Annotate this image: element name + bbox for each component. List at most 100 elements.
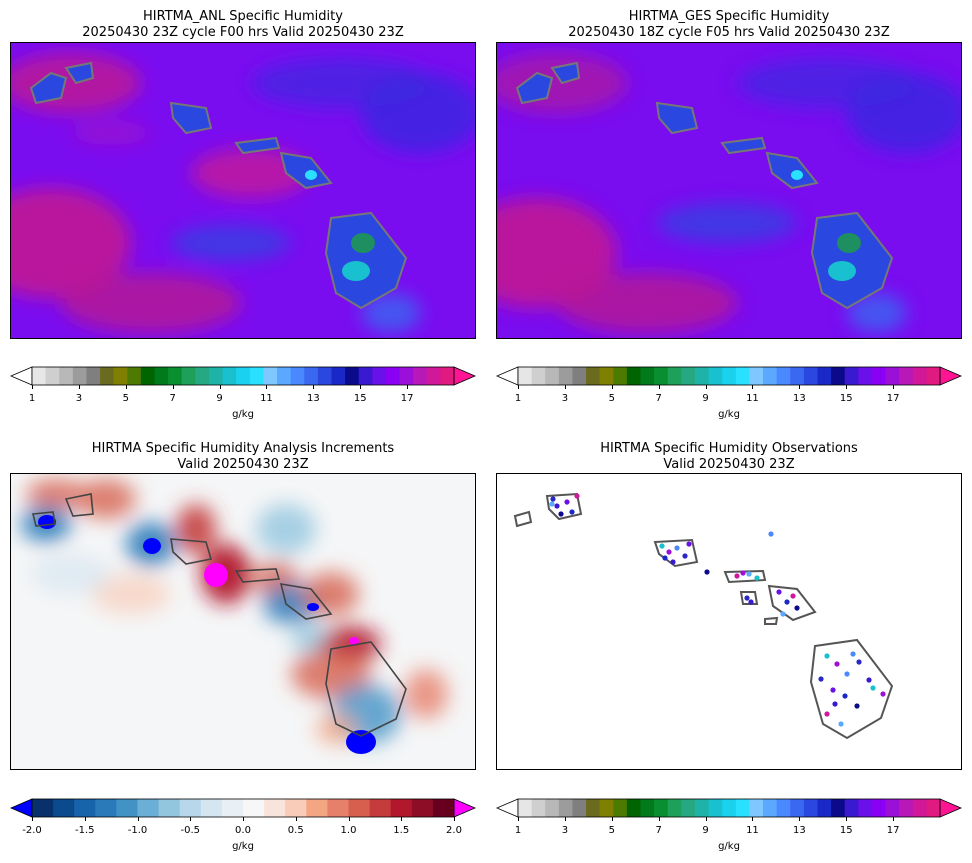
colorbar-tick-mark [564,385,566,389]
colorbar-tick-label: -0.5 [180,825,201,836]
colorbar-tick-mark [78,385,80,389]
colorbar-segment [654,799,669,817]
colorbar-tick-mark [190,817,192,821]
colorbar-segment [749,799,764,817]
colorbar-segment [803,799,818,817]
colorbar-tick-label: 11 [746,825,759,836]
colorbar-tick-label: 15 [839,825,853,836]
observations-colorbar-unit: g/kg [718,841,740,852]
colorbar-segment [277,367,292,385]
colorbar-segment [626,367,642,385]
observation-points [549,493,886,727]
colorbar-segment [858,367,873,385]
colorbar-tick-mark [137,817,139,821]
colorbar-tick-mark [611,817,613,821]
colorbar-segment [681,799,696,817]
colorbar-tick-label: 0.5 [287,825,304,836]
colorbar-segment [599,367,614,385]
colorbar-segment [558,367,573,385]
colorbar-tick-mark [564,817,566,821]
observation-point [780,611,786,617]
colorbar-segment [200,799,223,817]
colorbar-tick-label: 15 [839,393,853,404]
colorbar-segment [844,367,859,385]
colorbar-tick-label: 1.5 [393,825,410,836]
colorbar-segment [113,367,128,385]
colorbar-tick-label: 13 [792,825,806,836]
colorbar-tick-mark [295,817,297,821]
observation-point [554,503,560,509]
colorbar-segment [158,799,181,817]
colorbar-tick-mark [705,817,707,821]
colorbar-tick-label: 13 [306,393,320,404]
colorbar-segment [681,367,696,385]
colorbar-segment [899,799,914,817]
ges-colorbar-unit: g/kg [718,409,740,420]
colorbar-segment [249,367,264,385]
colorbar-segment [708,799,723,817]
anl-colorbar: 1 3 5 7 9 11 13 15 17 g/kg [9,365,477,425]
colorbar-segment [749,367,764,385]
colorbar-segment [127,367,142,385]
colorbar-segment [912,367,927,385]
colorbar-segment [722,799,737,817]
colorbar-segment [95,799,117,817]
colorbar-tick-label: 7 [169,393,176,404]
colorbar-tick-mark [172,385,174,389]
increment-map-panel [10,473,476,770]
colorbar-segment [640,367,655,385]
colorbar-segment [926,367,941,385]
colorbar-segment [640,799,655,817]
colorbar-tick-label: 5 [608,825,615,836]
observation-point [880,691,886,697]
colorbar-max-extend [939,798,963,818]
colorbar-segment [372,367,387,385]
observation-point [674,545,680,551]
colorbar-segment [803,367,818,385]
observation-point [856,659,862,665]
colorbar-tick-mark [611,385,613,389]
colorbar-tick-mark [518,385,519,389]
colorbar-segment [790,799,805,817]
anl-map-panel [10,42,476,339]
colorbar-segment [306,799,328,817]
colorbar-segment [45,367,60,385]
observation-point [754,575,760,581]
colorbar-tick-label: 1 [514,393,522,404]
observations-map-panel [496,473,962,770]
colorbar-min-extend [9,366,33,386]
observation-point [564,499,570,505]
colorbar-segment [899,367,914,385]
colorbar-segment [168,367,183,385]
ges-islands [515,61,894,310]
colorbar-segment [790,367,805,385]
colorbar-segment [871,367,887,385]
colorbar-segment [626,799,642,817]
colorbar-segment [116,799,138,817]
colorbar-segment [181,367,196,385]
colorbar-segment [137,799,160,817]
colorbar-min-extend [9,798,33,818]
colorbar-segment [264,799,286,817]
observation-point [682,553,688,559]
colorbar-tick-label: 0.0 [235,825,251,836]
colorbar-tick-mark [799,385,801,389]
colorbar-segment [912,799,927,817]
colorbar-tick-label: -1.5 [74,825,95,836]
colorbar-segment [413,367,428,385]
colorbar-segment [776,799,791,817]
colorbar-segment [72,367,87,385]
colorbar-tick-label: -1.0 [127,825,148,836]
colorbar-segment [694,799,710,817]
observation-point [574,493,580,499]
colorbar-segment [885,367,900,385]
observation-point [662,555,668,561]
colorbar-tick-mark [407,385,409,389]
colorbar-segment [776,367,791,385]
colorbar-tick-mark [360,385,362,389]
colorbar-segment [348,799,371,817]
observation-point [549,501,555,507]
colorbar-segment [586,799,601,817]
obs-title: HIRTMA Specific Humidity Observations Va… [600,441,858,472]
colorbar-segment [411,799,434,817]
